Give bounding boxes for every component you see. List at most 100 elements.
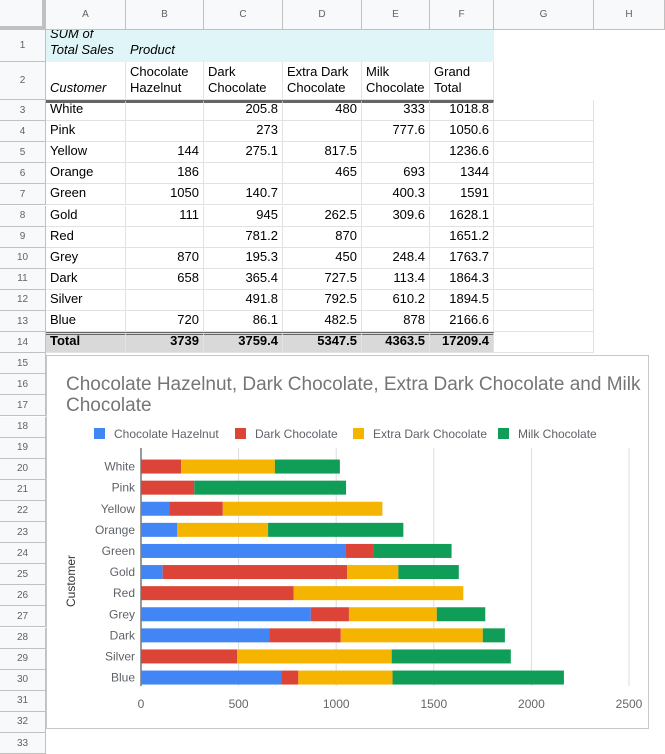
value-cell[interactable]: 144 <box>126 142 204 164</box>
column-header-b[interactable]: B <box>126 0 204 30</box>
empty-cell[interactable] <box>494 184 594 206</box>
row-header-9[interactable]: 9 <box>0 226 46 248</box>
row-header-22[interactable]: 22 <box>0 500 46 522</box>
empty-cell[interactable] <box>494 247 594 269</box>
row-header-28[interactable]: 28 <box>0 627 46 649</box>
pivot-column-header[interactable]: Grand Total <box>430 62 494 100</box>
value-cell[interactable]: 610.2 <box>362 289 430 311</box>
value-cell[interactable]: 140.7 <box>204 184 283 206</box>
value-cell[interactable]: 400.3 <box>362 184 430 206</box>
empty-cell[interactable] <box>494 205 594 227</box>
row-header-6[interactable]: 6 <box>0 163 46 185</box>
row-header-16[interactable]: 16 <box>0 374 46 396</box>
value-cell[interactable] <box>283 121 362 143</box>
empty-cell[interactable] <box>494 121 594 143</box>
value-cell[interactable] <box>362 142 430 164</box>
value-cell[interactable]: 450 <box>283 247 362 269</box>
empty-cell[interactable] <box>494 332 594 354</box>
value-cell[interactable]: 1591 <box>430 184 494 206</box>
row-header-31[interactable]: 31 <box>0 690 46 712</box>
value-cell[interactable] <box>362 226 430 248</box>
customer-cell[interactable]: Yellow <box>46 142 126 164</box>
row-header-1[interactable]: 1 <box>0 30 46 62</box>
value-cell[interactable]: 248.4 <box>362 247 430 269</box>
row-header-3[interactable]: 3 <box>0 100 46 122</box>
value-cell[interactable]: 482.5 <box>283 311 362 333</box>
value-cell[interactable]: 720 <box>126 311 204 333</box>
customer-cell[interactable]: Pink <box>46 121 126 143</box>
value-cell[interactable]: 1894.5 <box>430 289 494 311</box>
value-cell[interactable]: 1236.6 <box>430 142 494 164</box>
row-header-20[interactable]: 20 <box>0 458 46 480</box>
stacked-bar-chart[interactable]: Chocolate Hazelnut, Dark Chocolate, Extr… <box>46 355 649 729</box>
row-header-2[interactable]: 2 <box>0 62 46 100</box>
row-header-30[interactable]: 30 <box>0 669 46 691</box>
row-header-4[interactable]: 4 <box>0 121 46 143</box>
row-header-23[interactable]: 23 <box>0 522 46 544</box>
value-cell[interactable]: 777.6 <box>362 121 430 143</box>
pivot-column-header[interactable]: Milk Chocolate <box>362 62 430 100</box>
row-header-19[interactable]: 19 <box>0 437 46 459</box>
row-header-33[interactable]: 33 <box>0 733 46 754</box>
value-cell[interactable]: 1050.6 <box>430 121 494 143</box>
row-header-7[interactable]: 7 <box>0 184 46 206</box>
value-cell[interactable] <box>126 289 204 311</box>
value-cell[interactable]: 262.5 <box>283 205 362 227</box>
column-header-h[interactable]: H <box>594 0 665 30</box>
pivot-column-field[interactable]: Product <box>126 30 204 62</box>
row-header-12[interactable]: 12 <box>0 289 46 311</box>
value-cell[interactable]: 878 <box>362 311 430 333</box>
value-cell[interactable] <box>126 100 204 122</box>
row-header-21[interactable]: 21 <box>0 479 46 501</box>
select-all-corner[interactable] <box>0 0 46 30</box>
customer-cell[interactable]: Orange <box>46 163 126 185</box>
customer-cell[interactable]: Green <box>46 184 126 206</box>
empty-cell[interactable] <box>494 163 594 185</box>
row-header-27[interactable]: 27 <box>0 606 46 628</box>
value-cell[interactable]: 1344 <box>430 163 494 185</box>
value-cell[interactable]: 2166.6 <box>430 311 494 333</box>
column-header-f[interactable]: F <box>430 0 494 30</box>
customer-cell[interactable]: Gold <box>46 205 126 227</box>
value-cell[interactable]: 727.5 <box>283 268 362 290</box>
grand-total-cell[interactable]: 4363.5 <box>362 332 430 354</box>
customer-cell[interactable]: Silver <box>46 289 126 311</box>
value-cell[interactable]: 186 <box>126 163 204 185</box>
value-cell[interactable] <box>283 184 362 206</box>
empty-cell[interactable] <box>494 289 594 311</box>
grand-total-cell[interactable]: 3739 <box>126 332 204 354</box>
empty-cell[interactable] <box>494 142 594 164</box>
column-header-e[interactable]: E <box>362 0 430 30</box>
row-header-14[interactable]: 14 <box>0 332 46 354</box>
value-cell[interactable]: 275.1 <box>204 142 283 164</box>
row-header-10[interactable]: 10 <box>0 247 46 269</box>
empty-cell[interactable] <box>494 100 594 122</box>
value-cell[interactable]: 113.4 <box>362 268 430 290</box>
value-cell[interactable] <box>126 121 204 143</box>
grand-total-cell[interactable]: 17209.4 <box>430 332 494 354</box>
row-header-13[interactable]: 13 <box>0 311 46 333</box>
grand-total-cell[interactable]: 3759.4 <box>204 332 283 354</box>
value-cell[interactable]: 792.5 <box>283 289 362 311</box>
row-header-26[interactable]: 26 <box>0 585 46 607</box>
value-cell[interactable]: 1050 <box>126 184 204 206</box>
value-cell[interactable]: 195.3 <box>204 247 283 269</box>
value-cell[interactable]: 365.4 <box>204 268 283 290</box>
value-cell[interactable]: 309.6 <box>362 205 430 227</box>
value-cell[interactable]: 945 <box>204 205 283 227</box>
customer-cell[interactable]: Blue <box>46 311 126 333</box>
value-cell[interactable]: 333 <box>362 100 430 122</box>
value-cell[interactable]: 870 <box>126 247 204 269</box>
pivot-column-header[interactable]: Chocolate Hazelnut <box>126 62 204 100</box>
empty-cell[interactable] <box>362 30 430 62</box>
column-header-d[interactable]: D <box>283 0 362 30</box>
customer-cell[interactable]: Red <box>46 226 126 248</box>
value-cell[interactable]: 205.8 <box>204 100 283 122</box>
value-cell[interactable]: 491.8 <box>204 289 283 311</box>
customer-cell[interactable]: White <box>46 100 126 122</box>
grand-total-label[interactable]: Grand Total <box>46 332 126 354</box>
row-header-32[interactable]: 32 <box>0 711 46 733</box>
pivot-row-field[interactable]: Customer <box>46 62 126 100</box>
row-header-11[interactable]: 11 <box>0 268 46 290</box>
value-cell[interactable] <box>204 163 283 185</box>
